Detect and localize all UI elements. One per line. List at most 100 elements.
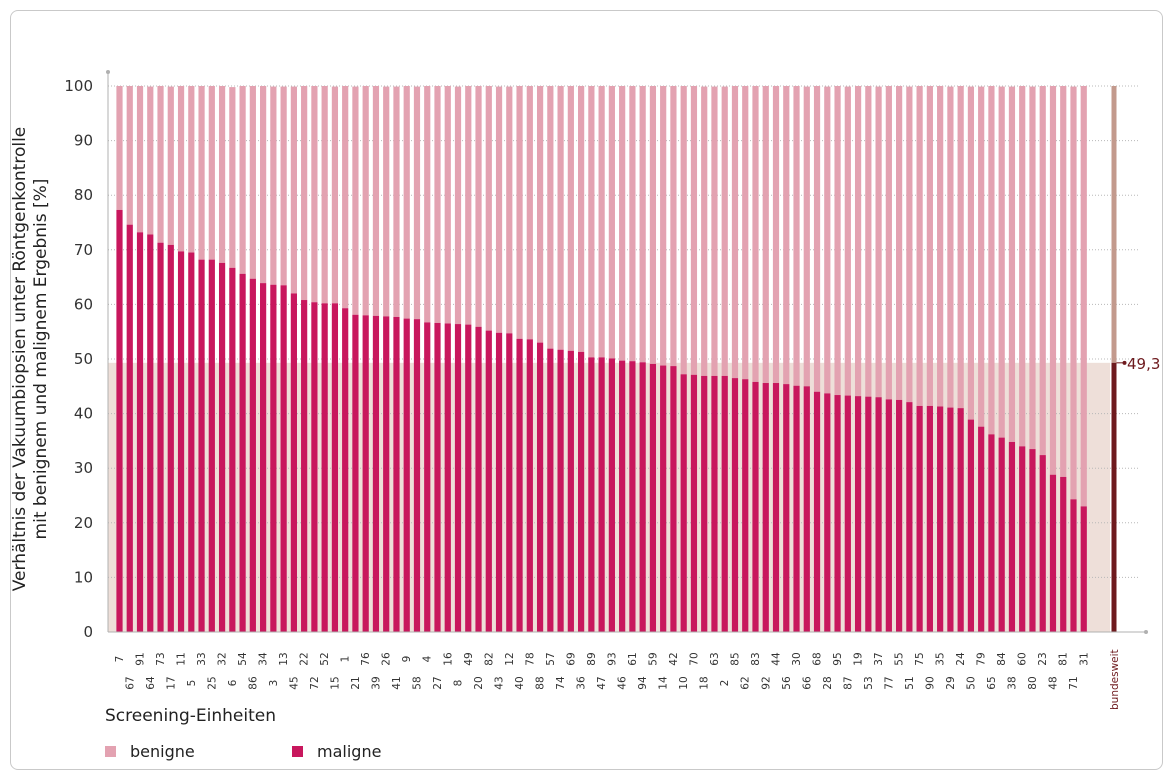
bar-maligne [147,234,154,632]
x-tick-label: 9 [401,656,413,663]
bar-benigne [362,86,369,316]
bar-maligne [352,314,359,632]
x-tick-label: 80 [1027,676,1039,689]
bar-maligne [885,399,892,632]
bar-maligne [629,361,636,632]
bar-benigne [547,86,554,349]
bar-maligne [362,315,369,632]
bar-maligne [680,374,687,632]
bar-benigne [1060,86,1067,477]
bar-benigne [280,86,287,286]
x-tick-label: 27 [432,676,444,689]
bar-maligne [813,391,821,632]
bar-benigne [1008,86,1016,443]
bar-benigne [536,86,544,343]
bar-maligne [854,396,862,632]
x-tick-label: 30 [791,652,803,665]
bar-benigne [239,86,246,274]
bar-maligne [290,293,297,632]
x-tick-label: 75 [914,652,926,665]
bar-benigne [516,86,523,339]
bar-maligne [157,242,164,632]
x-tick-label: 57 [545,652,557,665]
bar-maligne [249,278,256,632]
x-tick-label: 85 [729,652,741,665]
bar-benigne [1029,86,1036,450]
x-tick-label: 83 [750,652,762,665]
y-axis-end-dot [106,70,110,74]
bar-benigne [526,86,533,340]
bar-benigne [824,86,831,394]
bar-maligne [824,393,831,632]
reference-value-dot [1122,360,1127,365]
bar-benigne [608,86,615,359]
bar-maligne [547,348,554,632]
bar-benigne [978,86,985,427]
bar-benigne [372,86,380,316]
bar-benigne [875,86,882,398]
bar-benigne [619,86,626,361]
bar-benigne [854,86,862,397]
x-tick-label: 51 [904,676,916,689]
bar-maligne [844,395,851,632]
bar-maligne [177,251,185,632]
bar-benigne [772,86,780,384]
bar-maligne [1019,446,1026,632]
bar-benigne [321,86,328,304]
bar-benigne [680,86,687,375]
bar-maligne [136,232,144,632]
bar-benigne [865,86,872,397]
bar-benigne [629,86,636,362]
bar-benigne [885,86,892,400]
bar-benigne [578,86,585,352]
bar-benigne [660,86,667,366]
x-tick-label: 82 [483,652,495,665]
bar-benigne [957,86,964,409]
x-tick-label: 45 [288,676,300,689]
bar-maligne [516,338,523,632]
x-tick-label: 8 [453,680,465,687]
bar-maligne [926,405,933,632]
x-tick-label: 60 [1017,652,1029,665]
y-tick-label: 90 [74,132,93,150]
bar-maligne [978,426,985,632]
bar-benigne [813,86,821,392]
bar-benigne [967,86,975,420]
x-tick-label: 56 [781,676,793,690]
bar-maligne [372,315,380,632]
x-tick-label: 68 [812,652,824,665]
bar-benigne [116,86,123,210]
x-tick-label: 39 [370,676,382,689]
bar-benigne [454,86,462,325]
bar-maligne [649,363,657,632]
x-tick-label: 23 [1037,652,1049,665]
x-tick-label: 7 [114,656,126,663]
y-tick-label: 60 [74,295,93,313]
y-tick-label: 80 [74,186,93,204]
y-axis-label-line: Verhältnis der Vakuumbiopsien unter Rönt… [10,127,30,592]
x-tick-label: 10 [678,676,690,689]
bar-maligne [619,360,626,632]
x-tick-label: 53 [863,676,875,689]
bar-benigne [937,86,944,407]
x-tick-label: 86 [247,676,259,690]
bar-benigne [229,87,236,268]
bar-benigne [1049,86,1057,475]
bar-benigne [465,86,472,325]
bar-maligne [485,330,492,632]
bar-maligne [413,319,421,632]
x-tick-label: 1 [340,656,352,663]
bar-benigne [916,86,923,406]
bar-maligne [742,379,749,632]
x-tick-label: 90 [924,676,936,689]
bar-maligne [526,339,533,632]
x-tick-label: 47 [596,676,608,689]
x-tick-label: 20 [473,676,485,689]
x-tick-label: 58 [411,676,423,689]
bar-maligne [126,224,133,632]
x-tick-label: 73 [155,652,167,665]
bar-benigne [567,86,574,351]
x-tick-label: 21 [350,676,362,689]
x-tick-label: 94 [637,676,649,690]
